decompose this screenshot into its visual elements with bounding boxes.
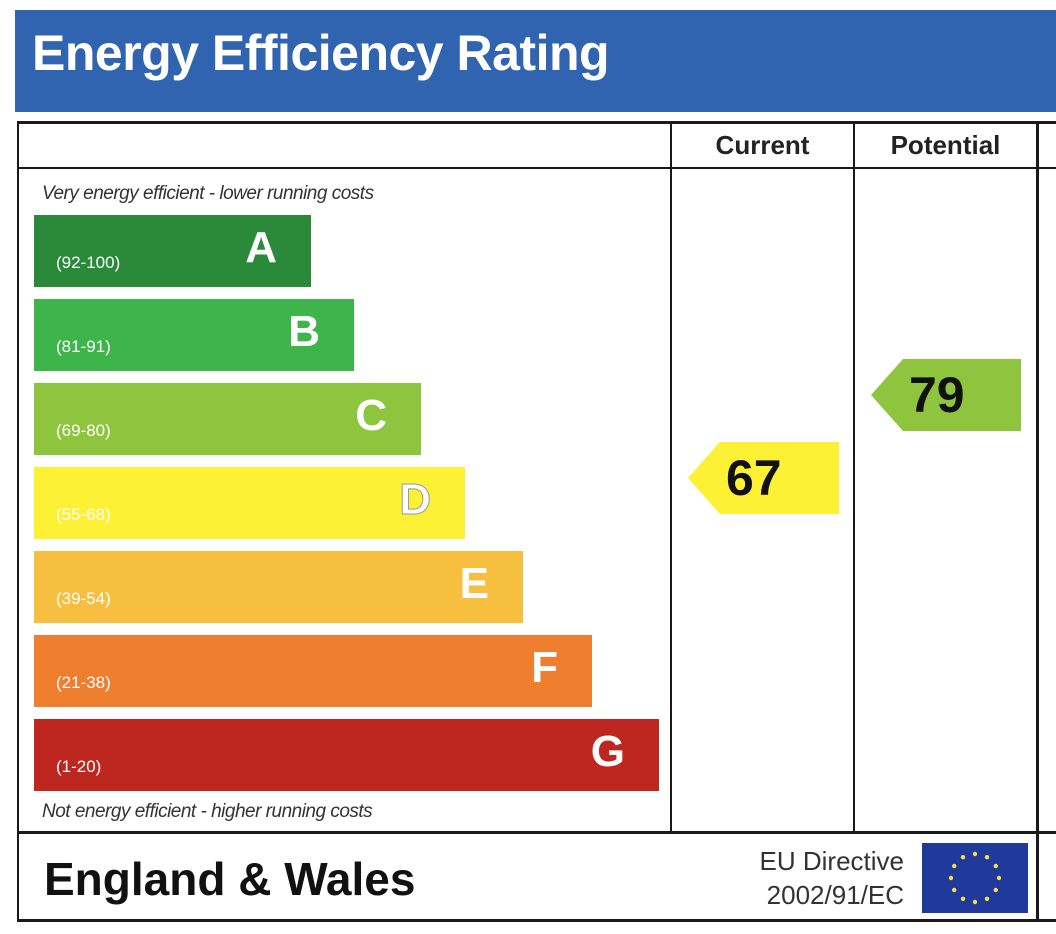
band-range: (55-68) [56,505,111,524]
column-divider-current [670,121,672,833]
band-letter: B [288,307,320,356]
band-bar-b: (81-91) B [34,299,354,371]
potential-arrow-shape [871,359,1021,431]
header-divider [17,167,1056,169]
band-range: (1-20) [56,757,102,776]
band-bar-e: (39-54) E [34,551,523,623]
eu-star-icon [993,863,998,869]
footer-divider [17,831,1056,834]
eu-star-icon [984,896,990,901]
column-header-current: Current [715,130,810,160]
eu-star-icon [948,875,954,881]
eu-star-icon [993,887,998,893]
column-divider-potential [853,121,855,833]
table-border-left [17,121,19,921]
band-range: (21-38) [56,673,111,692]
band-letter: C [355,391,387,440]
eu-star-icon [972,851,978,857]
band-bar-c: (69-80) C [34,383,421,455]
column-divider-right [1036,121,1039,921]
title-banner [15,10,1056,112]
current-rating-value: 67 [726,450,782,506]
band-range: (92-100) [56,253,121,272]
eu-star-icon [960,896,966,901]
band-range: (69-80) [56,421,111,440]
chart-title: Energy Efficiency Rating [32,25,610,81]
current-arrow-shape [688,442,839,514]
band-bar-a: (92-100) A [34,215,311,287]
directive-line1: EU Directive [759,846,904,876]
table-border-top [17,121,1056,124]
band-range: (81-91) [56,337,111,356]
column-header-potential: Potential [890,130,1001,160]
potential-rating-value: 79 [909,367,965,423]
table-border-bottom [17,919,1056,922]
band-bar-g: (1-20) G [34,719,659,791]
eu-star-icon [960,855,966,860]
band-range: (39-54) [56,589,111,608]
note-top: Very energy efficient - lower running co… [42,183,374,204]
band-letter: F [531,643,558,692]
band-bar-f: (21-38) F [34,635,592,707]
directive-line2: 2002/91/EC [766,880,904,910]
current-rating-arrow: 67 [688,442,839,514]
band-letter: A [245,223,277,272]
potential-rating-arrow: 79 [871,359,1021,431]
band-letter: E [459,559,489,608]
eu-star-icon [996,875,1002,881]
eu-star-icon [972,899,978,905]
eu-star-icon [984,855,990,860]
band-letter: G [590,727,625,776]
region-label: England & Wales [44,853,416,905]
band-letter: D [399,475,432,525]
band-bar-d: (55-68) D [34,467,465,539]
note-bottom: Not energy efficient - higher running co… [42,801,373,822]
eu-flag-icon [922,843,1028,913]
eu-star-icon [952,863,957,869]
eu-star-icon [952,887,957,893]
